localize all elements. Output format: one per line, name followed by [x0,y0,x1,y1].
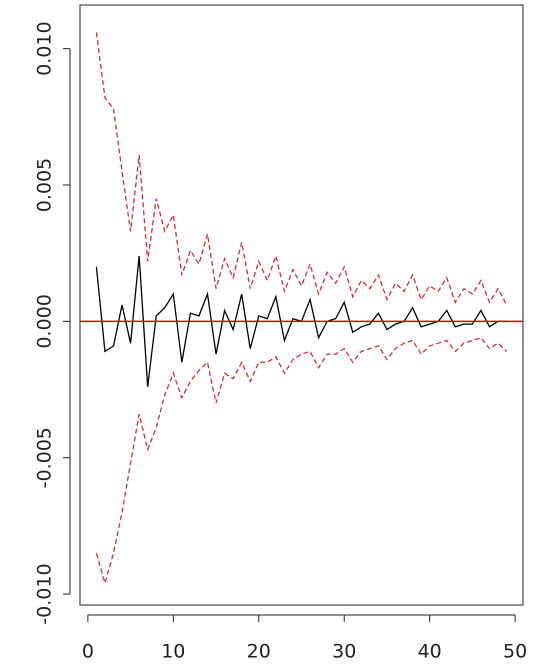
plot-box [79,4,524,606]
y-tick-label: -0.005 [34,427,56,488]
x-tick-label: 0 [82,641,94,663]
y-tick-label: 0.005 [34,158,56,212]
x-tick-label: 10 [161,641,185,663]
x-tick-label: 40 [418,641,442,663]
x-tick-label: 20 [247,641,271,663]
series-line [95,336,508,586]
y-tick-label: 0.010 [34,21,56,75]
x-tick-label: 50 [503,641,527,663]
y-tick-label: -0.010 [34,563,56,624]
series-line [95,32,508,306]
x-tick-label: 30 [332,641,356,663]
y-tick-label: 0.000 [34,294,56,348]
